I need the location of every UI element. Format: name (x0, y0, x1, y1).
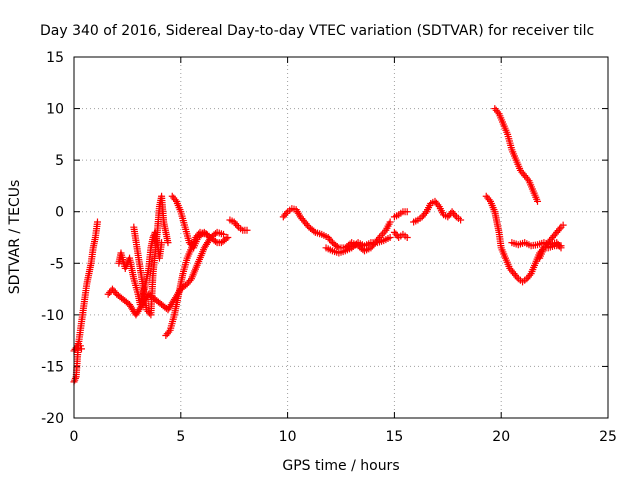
data-point (421, 209, 429, 217)
y-axis-label: SDTVAR / TECUs (7, 180, 23, 295)
x-tick-label: 25 (599, 429, 617, 445)
data-point (212, 237, 220, 245)
y-tick-label: -20 (41, 411, 64, 427)
data-point (182, 281, 190, 289)
data-point (526, 271, 534, 279)
data-point (165, 328, 173, 336)
data-point (71, 376, 79, 384)
data-point (534, 197, 542, 205)
data-point (77, 345, 85, 353)
data-point (457, 216, 465, 224)
data-marks (70, 105, 567, 386)
data-point (557, 244, 565, 252)
data-point (403, 208, 411, 216)
data-point (76, 342, 84, 350)
data-point (556, 242, 564, 250)
data-point (310, 227, 318, 235)
data-point (513, 273, 521, 281)
y-tick-label: 5 (55, 153, 64, 169)
y-tick-label: 0 (55, 205, 64, 221)
data-point (93, 218, 101, 226)
y-tick-label: 10 (46, 102, 64, 118)
y-tick-label: 15 (46, 50, 64, 66)
data-point (524, 175, 532, 183)
data-point (111, 289, 119, 297)
y-tick-label: -10 (41, 308, 64, 324)
data-point (224, 234, 232, 241)
data-point (327, 237, 335, 245)
x-tick-label: 5 (176, 429, 185, 445)
data-point (186, 276, 194, 284)
data-point (171, 196, 179, 204)
data-point (233, 221, 241, 229)
data-point (559, 221, 567, 229)
data-point (212, 230, 220, 238)
data-point (243, 226, 251, 234)
x-tick-label: 10 (279, 429, 297, 445)
data-point (451, 211, 459, 219)
chart-title: Day 340 of 2016, Sidereal Day-to-day VTE… (40, 23, 594, 39)
data-point (220, 230, 228, 238)
data-point (164, 239, 172, 247)
data-point (379, 230, 387, 238)
data-point (494, 108, 502, 116)
data-point (386, 234, 394, 241)
x-axis-label: GPS time / hours (282, 458, 399, 474)
axis-ticks: 0 5 10 15 20 25 -20 -15 -10 -5 0 5 10 15 (41, 50, 617, 445)
data-point (304, 221, 312, 229)
x-tick-label: 20 (492, 429, 510, 445)
x-tick-label: 0 (70, 429, 79, 445)
data-point (71, 374, 79, 382)
data-point (386, 218, 394, 226)
x-tick-label: 15 (385, 429, 403, 445)
data-point (556, 225, 564, 233)
data-point (282, 209, 290, 217)
plot-frame (73, 56, 609, 419)
data-point (485, 196, 493, 204)
data-point (403, 234, 411, 241)
y-tick-label: -5 (50, 256, 64, 272)
data-point (434, 201, 442, 209)
y-tick-label: -15 (41, 359, 64, 375)
data-point (71, 345, 79, 353)
data-point (222, 235, 230, 243)
